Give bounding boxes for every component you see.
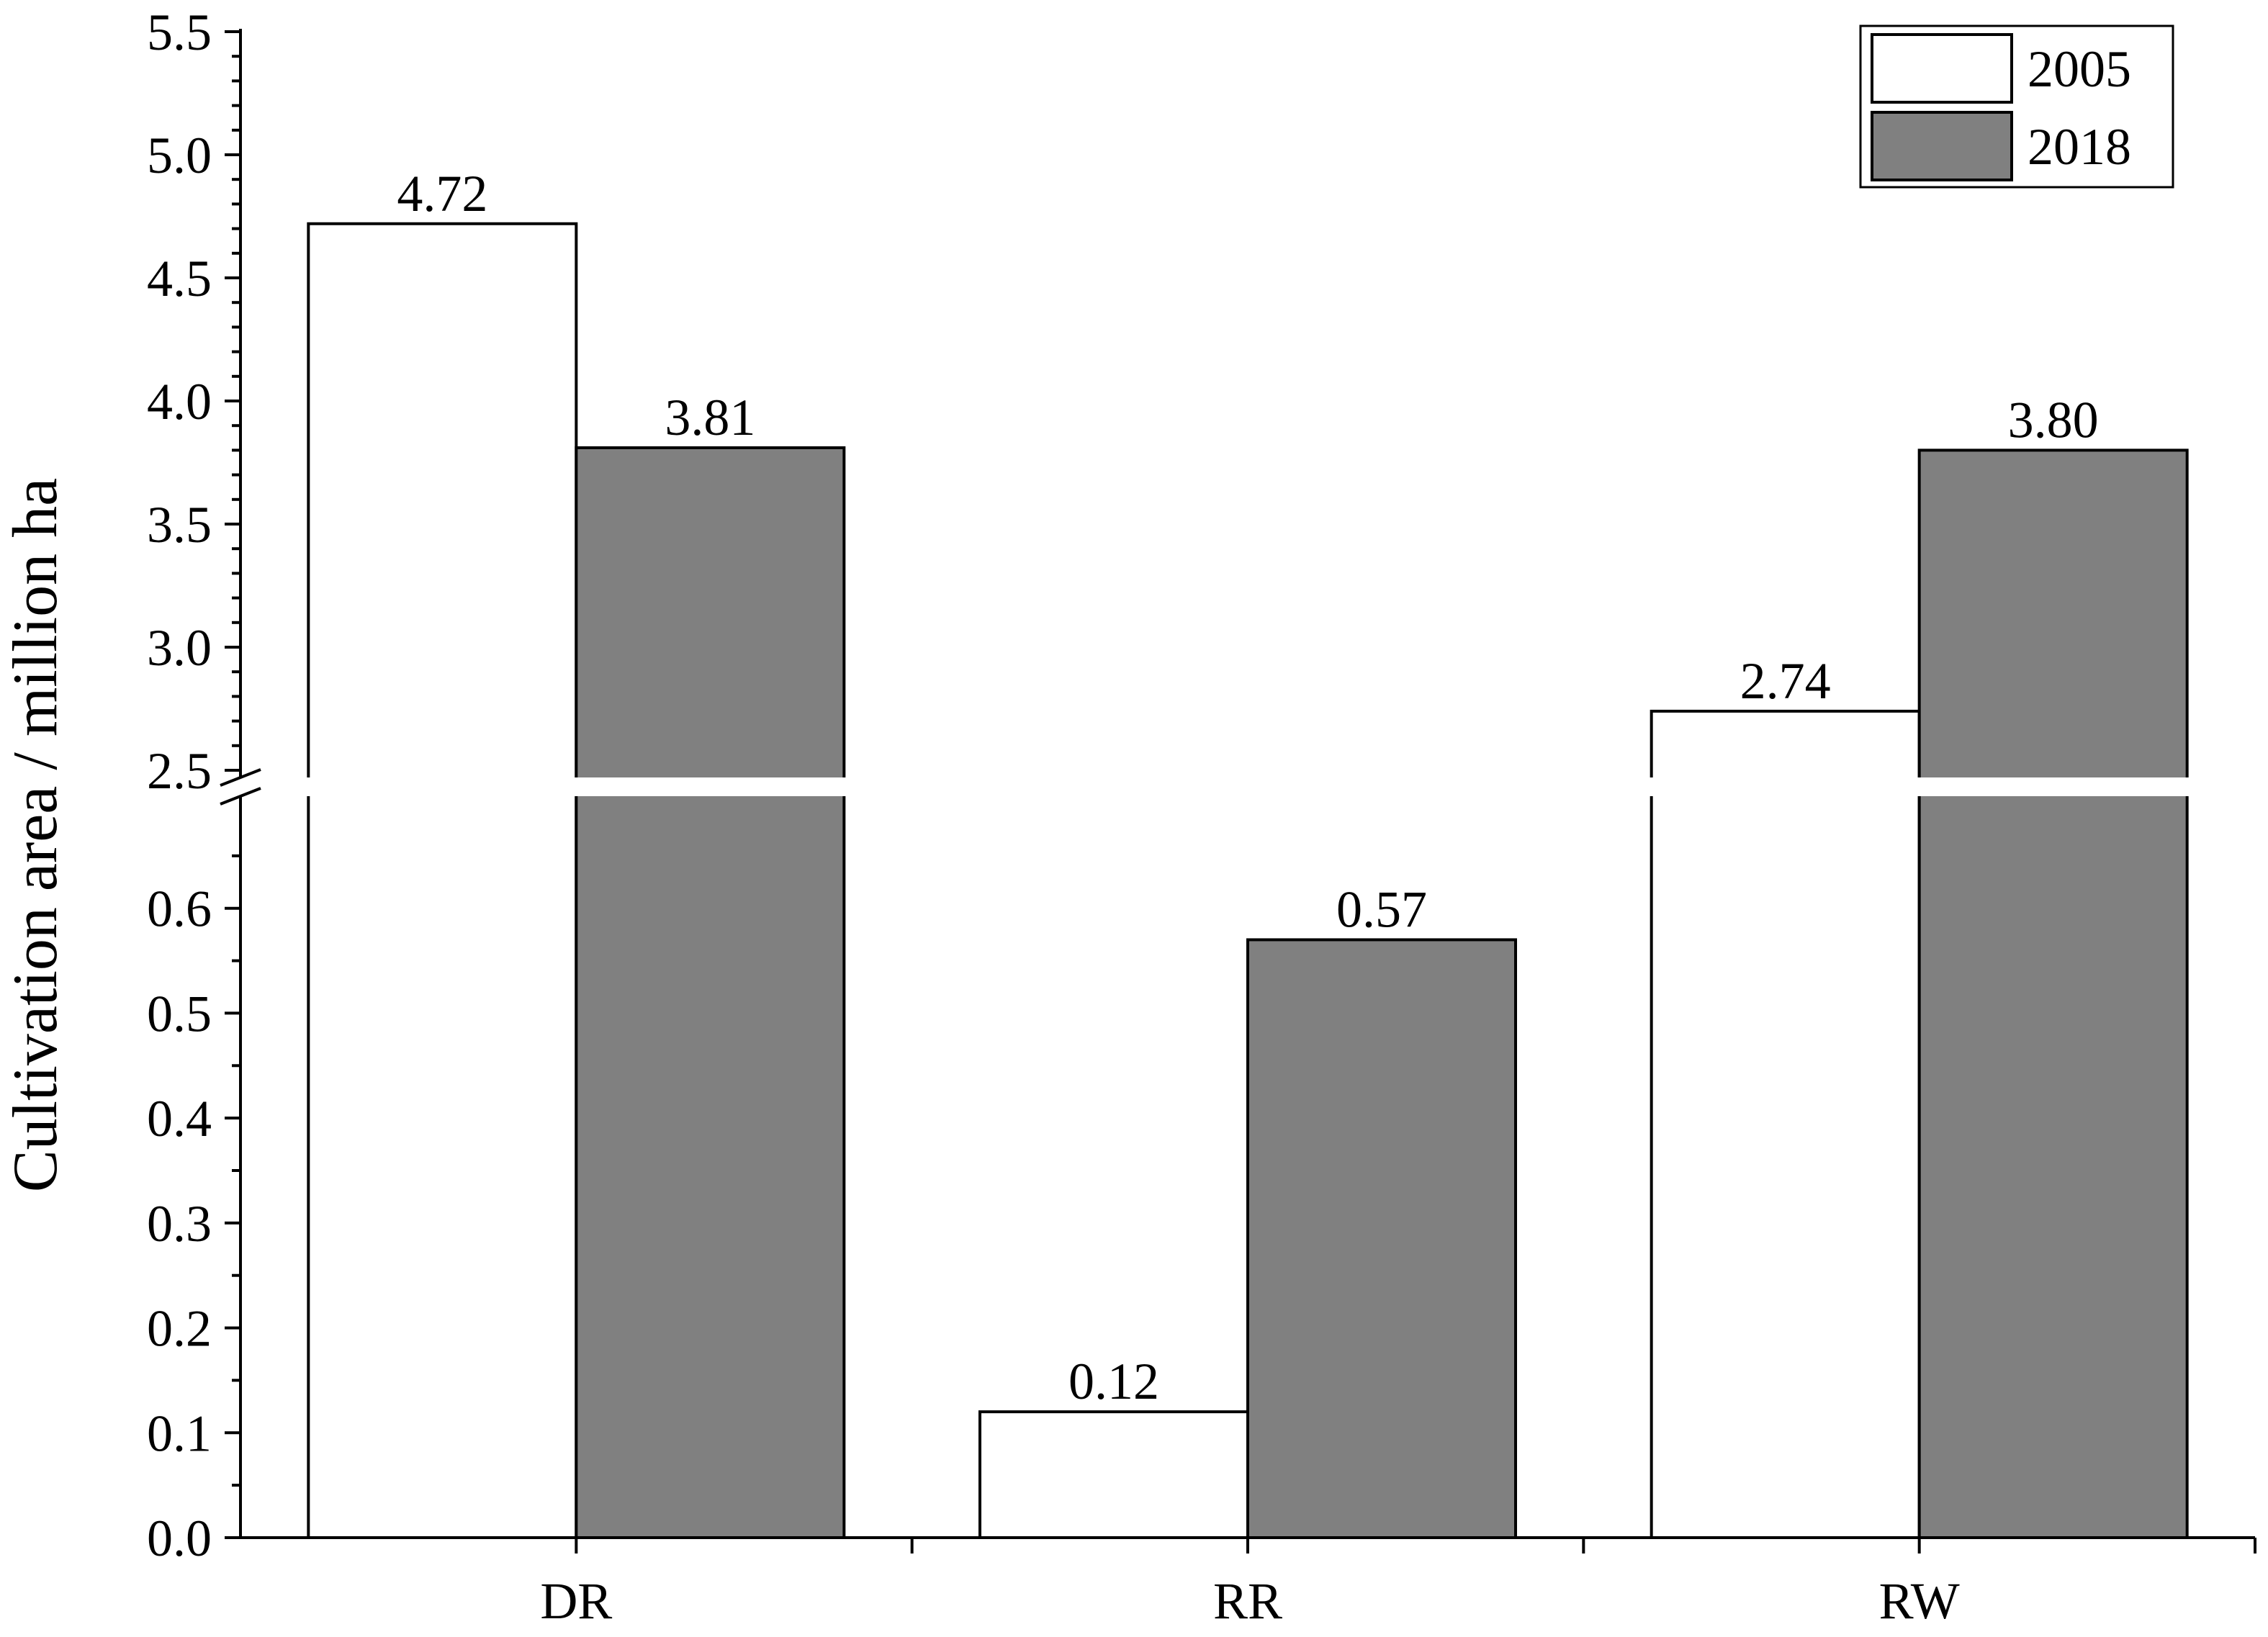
y-tick-label: 3.0 [147,619,212,677]
data-label-2005-RW: 2.74 [1740,652,1831,710]
y-tick-label: 0.5 [147,985,212,1042]
y-axis-title: Cultivation area / million ha [1,478,71,1192]
y-tick-label: 0.3 [147,1195,212,1253]
data-label-2018-RR: 0.57 [1336,880,1427,938]
y-tick-label: 4.0 [147,373,212,430]
bar-2018-DR [575,446,846,1539]
legend-swatch-2018 [1871,111,2013,181]
axis-break-gap [249,777,2264,796]
y-tick-label: 0.1 [147,1404,212,1462]
data-label-2018-RW: 3.80 [2008,391,2099,448]
bar-2005-RR [978,1410,1249,1539]
x-tick-label-rr: RR [1213,1572,1282,1630]
y-tick-label: 3.5 [147,496,212,554]
data-label-2005-RR: 0.12 [1068,1353,1159,1410]
data-label-2005-DR: 4.72 [397,165,487,222]
legend-label-2005: 2005 [2028,40,2131,98]
axis-break-mark [220,787,261,806]
y-tick-label: 0.4 [147,1090,212,1147]
x-tick-label-dr: DR [540,1572,612,1630]
y-tick-label: 0.6 [147,880,212,938]
y-tick-label: 0.2 [147,1300,212,1358]
y-tick-label: 5.5 [147,4,212,61]
y-tick-label: 5.0 [147,127,212,184]
bar-2018-RR [1246,938,1517,1539]
axis-break-mark [220,768,261,787]
x-tick-label-rw: RW [1879,1572,1960,1630]
bar-2005-DR [307,222,578,1539]
legend-swatch-2005 [1871,33,2013,104]
y-tick-label: 0.0 [147,1510,212,1567]
bar-2018-RW [1917,448,2189,1539]
data-label-2018-DR: 3.81 [665,389,755,446]
y-tick-label: 4.5 [147,250,212,307]
bar-2005-RW [1650,709,1921,1539]
legend-label-2018: 2018 [2028,118,2131,176]
y-tick-label: 2.5 [147,742,212,800]
